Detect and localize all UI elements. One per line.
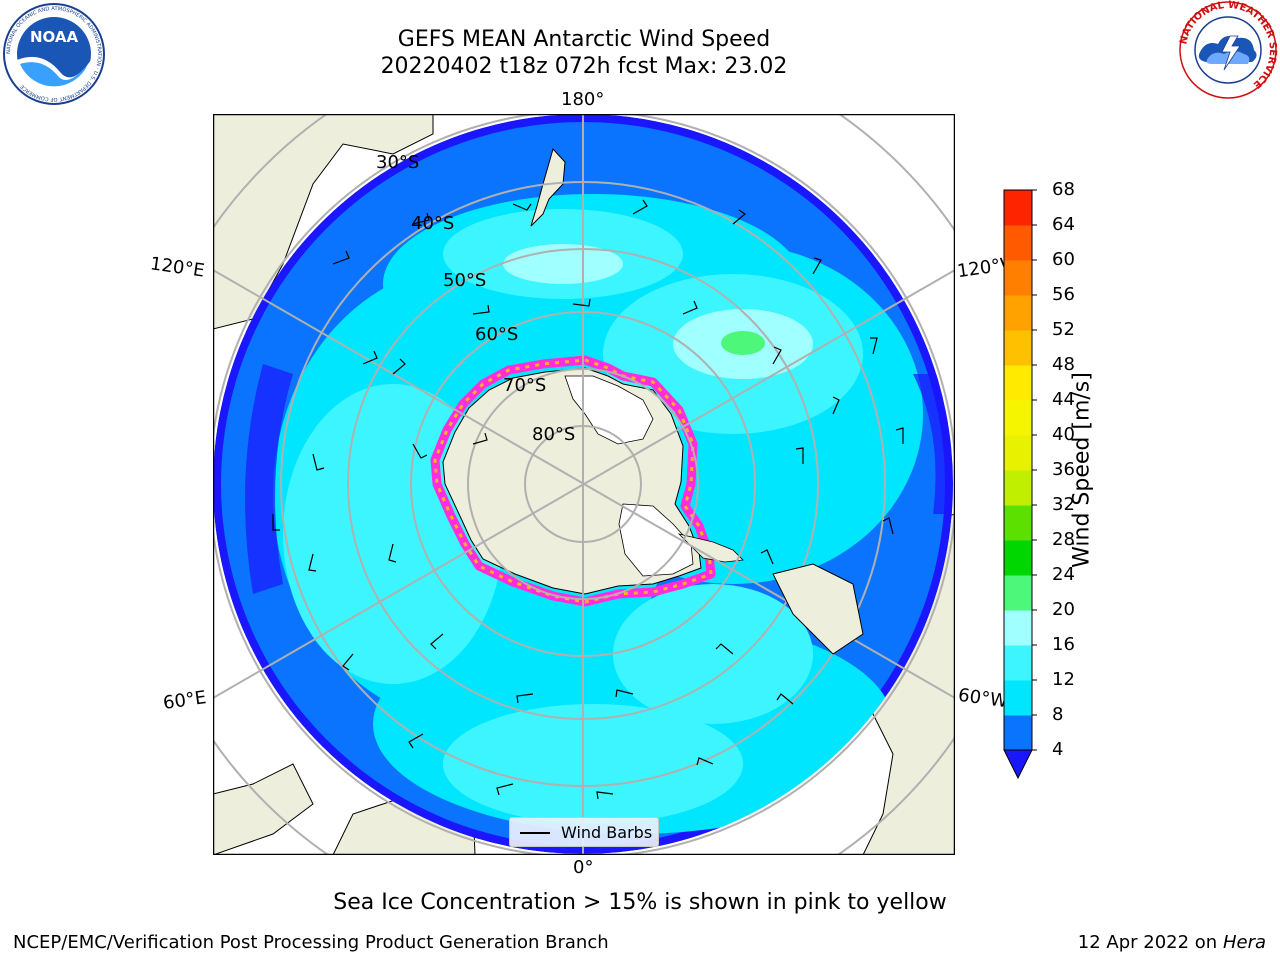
colorbar-segment <box>1004 295 1032 331</box>
colorbar-tick-label: 4 <box>1052 739 1064 760</box>
new-zealand-land <box>530 148 566 227</box>
legend-box: Wind Barbs <box>509 817 659 847</box>
max-wind-area <box>721 331 765 355</box>
colorbar-segment <box>1004 470 1032 506</box>
colorbar-tick-label: 64 <box>1052 214 1075 235</box>
colorbar-segment <box>1004 540 1032 576</box>
colorbar-tick-label: 56 <box>1052 284 1075 305</box>
colorbar-segment <box>1004 435 1032 471</box>
lat-label-80s: 80°S <box>532 424 576 445</box>
colorbar-tick-label: 16 <box>1052 634 1075 655</box>
colorbar-tick-label: 8 <box>1052 704 1064 725</box>
ross-ice-shelf <box>564 375 654 445</box>
lat-label-70s: 70°S <box>503 375 547 396</box>
chart-title: GEFS MEAN Antarctic Wind Speed <box>397 27 771 52</box>
colorbar-segment <box>1004 400 1032 436</box>
tierra-del-fuego-land <box>772 563 864 655</box>
colorbar-segment <box>1004 610 1032 646</box>
footer-host: Hera <box>1222 932 1266 953</box>
colorbar-label: Wind Speed [m/s] <box>1069 372 1095 568</box>
weddell-ice-shelf <box>618 503 694 577</box>
colorbar-segment <box>1004 505 1032 541</box>
colorbar <box>1003 189 1037 780</box>
map-frame <box>213 114 955 855</box>
lon-label-lower-left: 60°E <box>161 687 208 714</box>
lat-label-50s: 50°S <box>443 270 487 291</box>
footer-date: 12 Apr 2022 on Hera <box>1078 932 1266 953</box>
polar-map <box>213 114 955 855</box>
lat-label-40s: 40°S <box>411 213 455 234</box>
colorbar-tick-label: 68 <box>1052 179 1075 200</box>
noaa-logo-icon: NOAA NATIONAL OCEANIC AND ATMOSPHERIC AD… <box>3 3 105 105</box>
colorbar-tick-label: 32 <box>1052 494 1075 515</box>
sea-ice-note: Sea Ice Concentration > 15% is shown in … <box>333 890 947 915</box>
noaa-logo-text: NOAA <box>30 28 79 46</box>
colorbar-segment <box>1004 225 1032 261</box>
nws-logo-icon: NATIONAL WEATHER SERVICE <box>1178 0 1278 99</box>
lon-label-bottom: 0° <box>573 857 594 878</box>
colorbar-segment <box>1004 715 1032 751</box>
antarctic-peninsula <box>677 533 744 563</box>
colorbar-tick-label: 24 <box>1052 564 1075 585</box>
australia-land <box>213 114 434 330</box>
lat-label-30s: 30°S <box>376 152 420 173</box>
wind-barbs <box>272 199 904 841</box>
colorbar-segment <box>1004 680 1032 716</box>
madagascar-land <box>213 763 314 855</box>
colorbar-tick-label: 12 <box>1052 669 1075 690</box>
colorbar-tick-label: 60 <box>1052 249 1075 270</box>
colorbar-under-arrow <box>1003 749 1033 780</box>
lon-label-upper-left: 120°E <box>148 253 206 282</box>
colorbar-segment <box>1004 365 1032 401</box>
lon-label-top: 180° <box>561 89 605 110</box>
footer-credit: NCEP/EMC/Verification Post Processing Pr… <box>13 932 609 953</box>
colorbar-tick-label: 20 <box>1052 599 1075 620</box>
footer-date-text: 12 Apr 2022 on <box>1077 932 1218 953</box>
lat-label-60s: 60°S <box>475 324 519 345</box>
legend-line-swatch <box>520 832 550 834</box>
sea-ice-inner-edge <box>433 358 713 604</box>
colorbar-tick-label: 28 <box>1052 529 1075 550</box>
chart-subtitle: 20220402 t18z 072h fcst Max: 23.02 <box>380 54 788 79</box>
colorbar-tick-label: 36 <box>1052 459 1075 480</box>
colorbar-segment <box>1004 190 1032 226</box>
colorbar-tick-label: 44 <box>1052 389 1075 410</box>
colorbar-segment <box>1004 260 1032 296</box>
legend-label: Wind Barbs <box>561 823 653 842</box>
colorbar-tick-label: 52 <box>1052 319 1075 340</box>
colorbar-tick-label: 40 <box>1052 424 1075 445</box>
colorbar-segment <box>1004 575 1032 611</box>
colorbar-tick-label: 48 <box>1052 354 1075 375</box>
colorbar-segment <box>1004 645 1032 681</box>
colorbar-segment <box>1004 330 1032 366</box>
